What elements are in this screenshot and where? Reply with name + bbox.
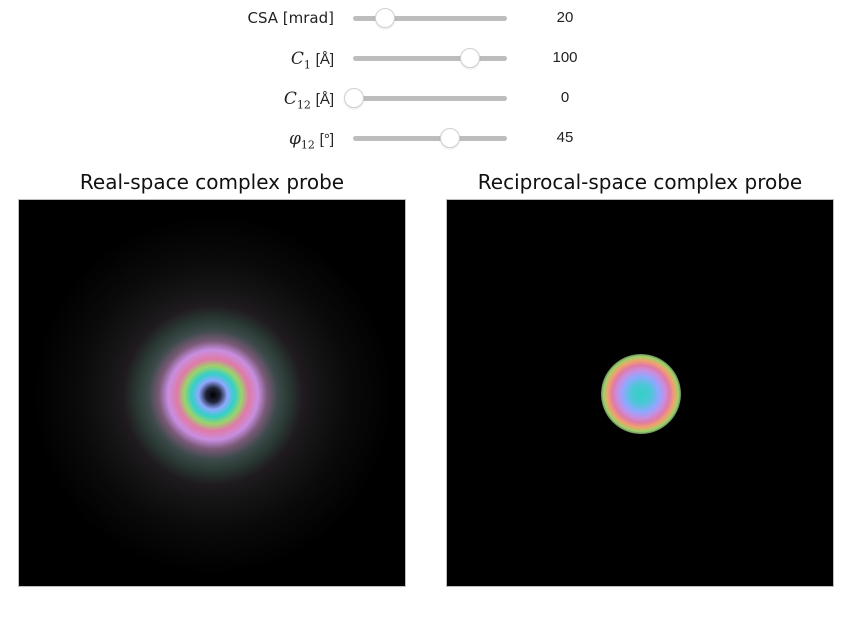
c12-slider[interactable] bbox=[344, 88, 507, 108]
csa-slider-track[interactable] bbox=[353, 16, 507, 21]
c1-symbol-sub: 1 bbox=[303, 58, 311, 72]
control-row-c1: C1 [Å] 100 bbox=[0, 40, 848, 80]
control-row-csa: CSA [mrad] 20 bbox=[0, 0, 848, 40]
control-row-phi12: φ12 [°] 45 bbox=[0, 120, 848, 160]
phi12-slider[interactable] bbox=[353, 128, 507, 148]
phi12-symbol: φ12 bbox=[288, 129, 315, 152]
c1-slider-track[interactable] bbox=[353, 56, 507, 61]
reciprocal-space-aperture-disk bbox=[601, 354, 681, 434]
csa-slider[interactable] bbox=[353, 8, 507, 28]
phi12-symbol-main: φ bbox=[288, 129, 301, 149]
real-space-ring-pattern bbox=[33, 215, 393, 575]
phi12-unit: [°] bbox=[319, 131, 334, 148]
c12-symbol-main: C bbox=[283, 89, 297, 109]
c12-slider-thumb[interactable] bbox=[344, 88, 364, 108]
reciprocal-space-probe-svg bbox=[447, 200, 833, 586]
c1-value: 100 bbox=[552, 49, 578, 66]
c12-value: 0 bbox=[560, 89, 570, 106]
c12-symbol-sub: 12 bbox=[296, 98, 311, 112]
c12-slider-track[interactable] bbox=[353, 96, 507, 101]
control-panel: CSA [mrad] 20 C1 [Å] 100 C12 [Å] 0 bbox=[0, 0, 848, 160]
c1-label: C1 [Å] bbox=[291, 49, 334, 71]
phi12-slider-track[interactable] bbox=[353, 136, 507, 141]
c12-symbol: C12 bbox=[283, 89, 311, 112]
csa-value: 20 bbox=[556, 9, 574, 26]
phi12-symbol-sub: 12 bbox=[300, 138, 315, 152]
csa-label-text: CSA [mrad] bbox=[247, 9, 335, 27]
c12-label: C12 [Å] bbox=[284, 89, 334, 111]
c1-unit: [Å] bbox=[315, 51, 334, 68]
phi12-label: φ12 [°] bbox=[289, 129, 334, 151]
phi12-slider-thumb[interactable] bbox=[440, 128, 461, 148]
csa-slider-thumb[interactable] bbox=[374, 8, 395, 28]
real-space-title: Real-space complex probe bbox=[79, 170, 345, 194]
phi12-value: 45 bbox=[556, 129, 574, 146]
c12-unit: [Å] bbox=[315, 91, 334, 108]
c1-slider[interactable] bbox=[353, 48, 507, 68]
c1-slider-thumb[interactable] bbox=[459, 48, 480, 68]
c1-symbol: C1 bbox=[290, 49, 311, 72]
c1-symbol-main: C bbox=[290, 49, 304, 69]
control-row-c12: C12 [Å] 0 bbox=[0, 80, 848, 120]
reciprocal-space-title: Reciprocal-space complex probe bbox=[477, 170, 803, 194]
csa-label: CSA [mrad] bbox=[248, 9, 335, 27]
real-space-probe-image bbox=[18, 199, 406, 587]
reciprocal-space-probe-image bbox=[446, 199, 834, 587]
real-space-probe-svg bbox=[19, 200, 405, 586]
